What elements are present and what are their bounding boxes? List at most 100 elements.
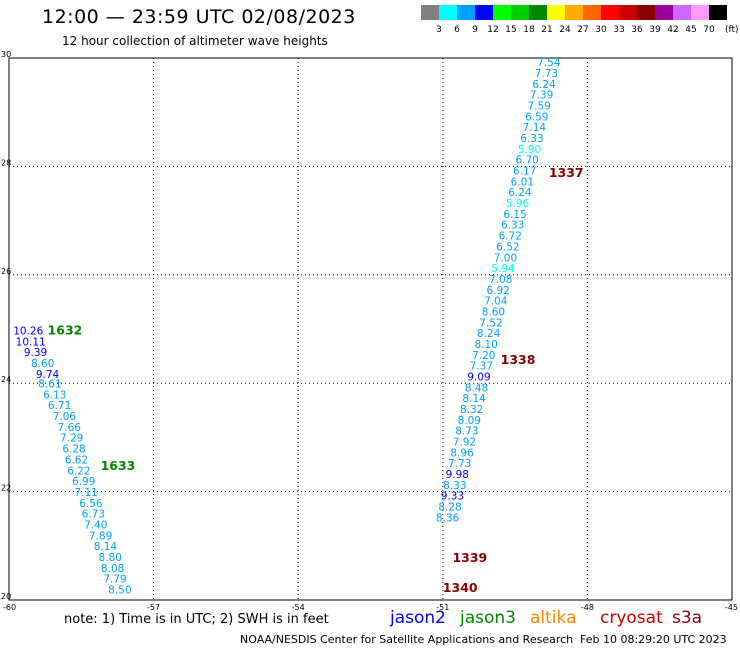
wave-height-value: 8.14 [94,541,118,553]
wave-height-value: 10.11 [16,336,46,348]
wave-height-value: 7.54 [537,57,561,69]
wave-height-value: 6.22 [67,465,90,477]
wave-height-value: 7.11 [74,487,97,499]
wave-height-value: 6.33 [520,133,543,145]
wave-height-value: 6.71 [48,400,71,412]
wave-height-value: 7.37 [470,361,493,373]
color-scale-label: 45 [685,25,697,35]
color-scale-swatch [439,5,457,20]
wave-height-value: 7.04 [484,296,508,308]
color-scale-swatch [673,5,691,20]
footer-note: note: 1) Time is in UTC; 2) SWH is in fe… [64,612,329,627]
wave-height-value: 6.24 [508,187,532,199]
wave-height-value: 6.70 [515,155,538,167]
color-scale-label: 39 [649,25,661,35]
wave-height-value: 8.96 [450,447,474,459]
wave-height-value: 8.73 [455,426,478,438]
altimeter-wave-chart: -60 -57 -54 -51 -48 -45 20 22 24 26 28 30 10.2610.1… [1,50,738,610]
color-scale-swatch [691,5,709,20]
wave-height-value: 8.14 [462,393,486,405]
wave-height-value: 6.99 [72,476,95,488]
y-tick-label: 24 [1,375,11,384]
wave-height-value: 6.72 [499,231,522,243]
color-scale-label: 36 [631,25,643,35]
wave-height-value: 7.52 [479,317,502,329]
wave-height-value: 9.74 [36,369,60,381]
color-scale-label: 12 [487,25,499,35]
color-scale-label: 9 [472,25,478,35]
color-scale-swatch [565,5,583,20]
wave-height-value: 9.98 [446,469,469,481]
pass-time-label: 1337 [549,165,584,180]
color-scale-swatch [619,5,637,20]
color-scale-label: 15 [505,25,517,35]
color-scale-swatch [457,5,475,20]
pass-time-label: 1632 [48,322,83,337]
wave-height-value: 9.09 [467,371,490,383]
y-tick-label: 30 [1,50,11,59]
page-subtitle: 12 hour collection of altimeter wave hei… [62,34,328,48]
color-scale-swatch [655,5,673,20]
wave-height-value: 7.29 [60,433,83,445]
x-tick-label: -48 [581,603,594,610]
wave-height-value: 8.36 [436,512,460,524]
wave-height-value: 7.08 [489,274,512,286]
color-scale-label: 3 [436,25,442,35]
color-scale-swatch [547,5,565,20]
x-tick-label: -60 [3,603,16,610]
credit-text: NOAA/NESDIS Center for Satellite Applica… [240,633,574,646]
x-tick-label: -57 [147,603,160,610]
color-scale-label: 6 [454,25,460,35]
wave-height-value: 7.79 [103,574,126,586]
wave-height-points: 10.2610.119.398.609.748.616.136.717.067.… [13,57,561,596]
wave-height-value: 5.96 [506,198,530,210]
page-title: 12:00 — 23:59 UTC 02/08/2023 [42,6,356,28]
color-scale-swatch [709,5,727,20]
x-tick-label: -45 [725,603,738,610]
chart-grid [8,57,733,601]
generated-timestamp: Feb 10 08:29:20 UTC 2023 [580,633,727,646]
wave-height-value: 7.59 [528,100,551,112]
wave-height-value: 6.56 [79,498,103,510]
color-scale-swatch [637,5,655,20]
wave-height-value: 6.17 [513,166,536,178]
wave-height-value: 8.09 [458,415,481,427]
wave-height-value: 6.62 [65,454,88,466]
color-scale-label: 27 [577,25,589,35]
color-scale-swatch [583,5,601,20]
y-tick-label: 20 [1,592,11,601]
wave-height-value: 6.52 [496,241,519,253]
y-tick-label: 28 [1,158,11,167]
color-scale-label: 18 [523,25,535,35]
wave-height-value: 8.28 [438,502,461,514]
y-tick-label: 22 [1,484,11,493]
wave-height-value: 6.24 [532,79,556,91]
wave-height-value: 8.60 [482,306,505,318]
wave-height-value: 8.50 [108,584,131,596]
color-scale-swatch [529,5,547,20]
pass-time-label: 1340 [443,580,478,595]
wave-height-value: 8.10 [474,339,497,351]
wave-height-value: 6.92 [487,285,510,297]
wave-height-value: 7.14 [523,122,547,134]
color-scale-label: 30 [595,25,607,35]
color-scale-label: 21 [541,25,553,35]
color-scale-swatch [493,5,511,20]
color-scale-label: 33 [613,25,625,35]
wave-height-value: 9.33 [441,491,464,503]
legend-item-cryosat: cryosat [600,608,663,628]
wave-height-value: 8.24 [477,328,501,340]
axis-ticks: -60 -57 -54 -51 -48 -45 20 22 24 26 28 30 [1,50,738,610]
wave-height-value: 7.73 [448,458,471,470]
wave-height-value: 10.26 [13,325,43,337]
wave-height-value: 6.33 [501,220,524,232]
wave-height-value: 9.39 [24,347,47,359]
wave-height-value: 6.01 [511,176,534,188]
wave-height-value: 8.08 [101,563,124,575]
color-scale-swatch [421,5,439,20]
color-scale-swatch [511,5,529,20]
color-scale-label: 70 [703,25,715,35]
wave-height-value: 7.73 [535,68,558,80]
wave-height-value: 8.80 [99,552,122,564]
wave-height-value: 6.28 [62,444,85,456]
